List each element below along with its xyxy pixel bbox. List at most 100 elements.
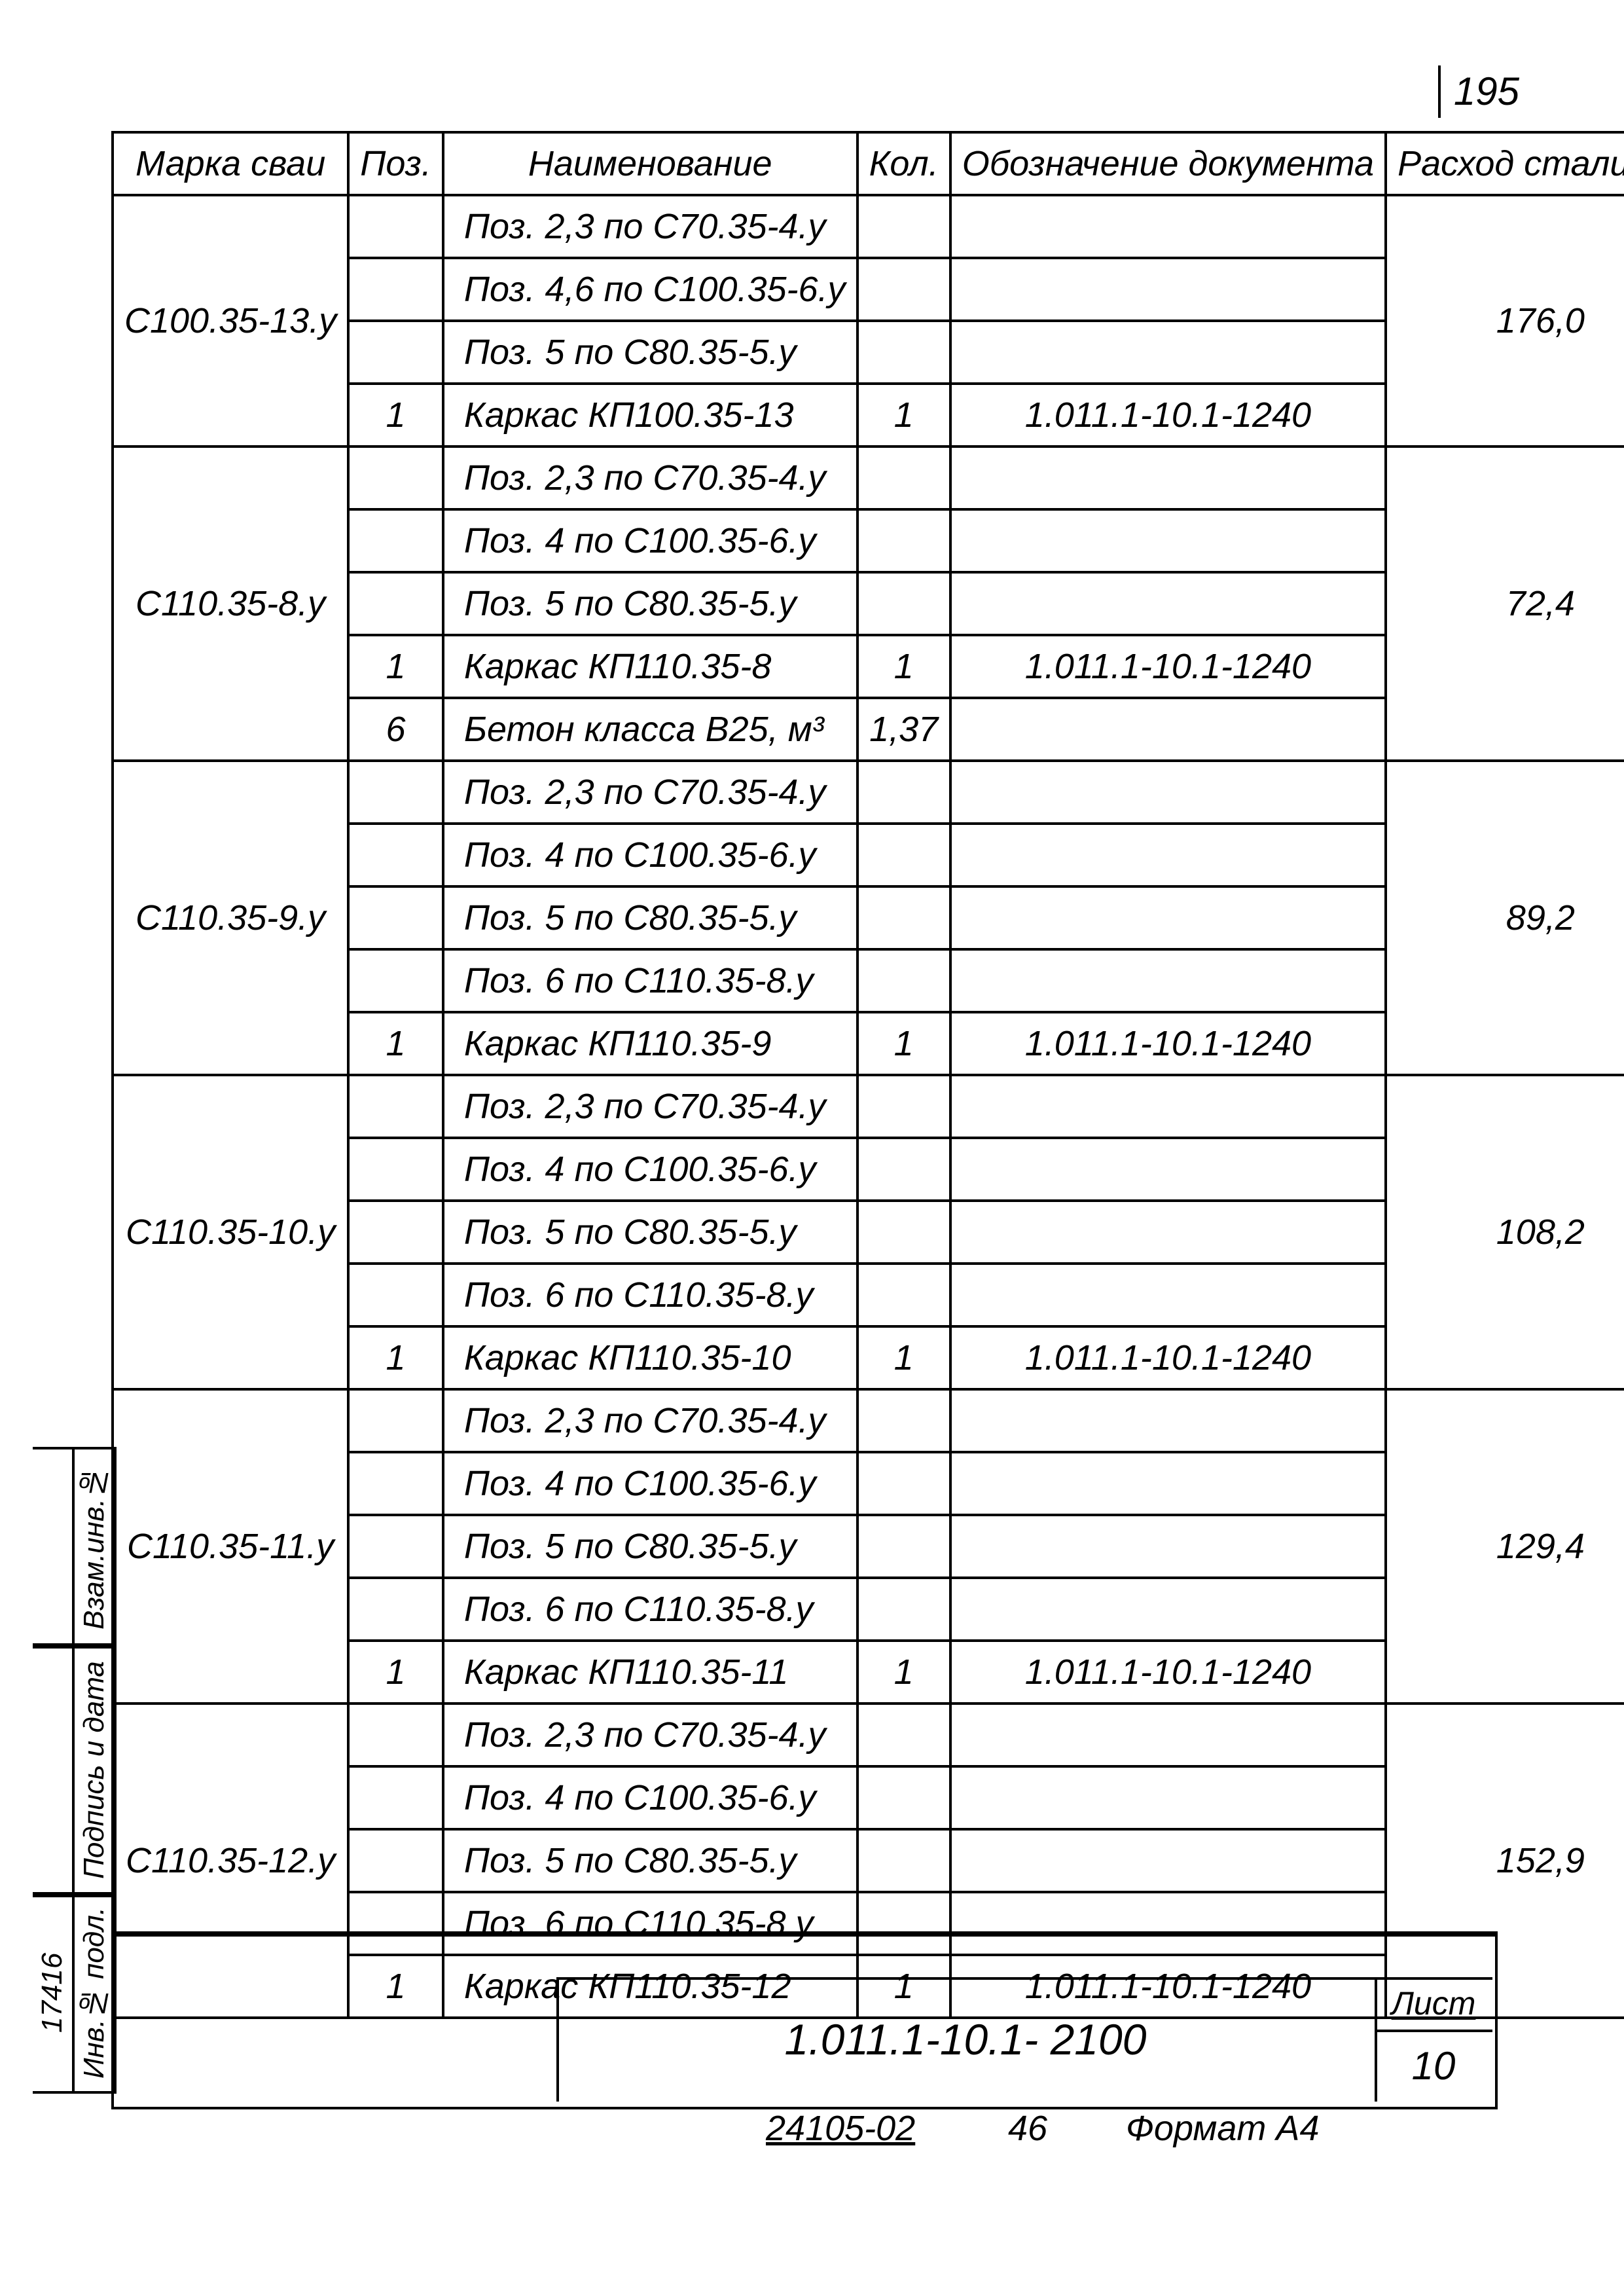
cell-name: Поз. 5 по С80.35-5.у: [443, 1201, 857, 1264]
cell-doc: [950, 572, 1386, 635]
cell-doc: [950, 698, 1386, 761]
cell-name: Поз. 2,3 по С70.35-4.у: [443, 1389, 857, 1452]
side-value-inv: 17416: [33, 1892, 75, 2094]
cell-qty: [857, 824, 950, 886]
cell-doc: [950, 1389, 1386, 1452]
cell-pos: [348, 761, 443, 824]
cell-name: Поз. 4 по С100.35-6.у: [443, 1766, 857, 1829]
cell-name: Поз. 2,3 по С70.35-4.у: [443, 446, 857, 509]
cell-pos: [348, 1829, 443, 1892]
cell-name: Поз. 4,6 по С100.35-6.у: [443, 258, 857, 321]
cell-doc: [950, 1515, 1386, 1578]
cell-doc: [950, 1264, 1386, 1326]
cell-doc: 1.011.1-10.1-1240: [950, 1012, 1386, 1075]
side-value-vzam: [33, 1447, 75, 1649]
cell-name: Поз. 6 по С110.35-8.у: [443, 949, 857, 1012]
cell-doc: [950, 258, 1386, 321]
cell-doc: 1.011.1-10.1-1240: [950, 384, 1386, 446]
col-header-steel: Расход стали, кг: [1386, 132, 1624, 195]
cell-qty: 1: [857, 1641, 950, 1704]
cell-pos: [348, 1138, 443, 1201]
cell-pos: [348, 1389, 443, 1452]
cell-doc: [950, 1075, 1386, 1138]
spec-table: Марка сваи Поз. Наименование Кол. Обозна…: [111, 131, 1624, 2019]
cell-qty: [857, 1389, 950, 1452]
cell-pos: [348, 1075, 443, 1138]
cell-name: Поз. 6 по С110.35-8.у: [443, 1264, 857, 1326]
cell-qty: [857, 321, 950, 384]
cell-qty: 1: [857, 1012, 950, 1075]
cell-name: Поз. 5 по С80.35-5.у: [443, 1515, 857, 1578]
cell-name: Каркас КП100.35-13: [443, 384, 857, 446]
cell-name: Каркас КП110.35-8: [443, 635, 857, 698]
cell-qty: [857, 1704, 950, 1766]
table-header-row: Марка сваи Поз. Наименование Кол. Обозна…: [113, 132, 1624, 195]
title-block: 1.011.1-10.1- 2100 Лист 10: [111, 1931, 1492, 2102]
cell-name: Поз. 4 по С100.35-6.у: [443, 1138, 857, 1201]
cell-name: Каркас КП110.35-9: [443, 1012, 857, 1075]
cell-name: Поз. 4 по С100.35-6.у: [443, 509, 857, 572]
cell-doc: [950, 1766, 1386, 1829]
cell-qty: [857, 1201, 950, 1264]
cell-doc: [950, 824, 1386, 886]
cell-mark: С100.35-13.у: [113, 195, 348, 446]
cell-qty: 1: [857, 635, 950, 698]
table-row: С110.35-10.уПоз. 2,3 по С70.35-4.у108,2: [113, 1075, 1624, 1138]
cell-mark: С110.35-11.у: [113, 1389, 348, 1704]
cell-pos: [348, 1201, 443, 1264]
cell-doc: [950, 446, 1386, 509]
cell-steel: 89,2: [1386, 761, 1624, 1075]
cell-doc: 1.011.1-10.1-1240: [950, 635, 1386, 698]
cell-qty: [857, 572, 950, 635]
cell-qty: [857, 1515, 950, 1578]
cell-name: Поз. 6 по С110.35-8.у: [443, 1578, 857, 1641]
cell-pos: [348, 886, 443, 949]
cell-doc: [950, 1201, 1386, 1264]
cell-doc: [950, 321, 1386, 384]
col-header-pos: Поз.: [348, 132, 443, 195]
col-header-mark: Марка сваи: [113, 132, 348, 195]
cell-pos: [348, 824, 443, 886]
cell-name: Бетон класса В25, м³: [443, 698, 857, 761]
cell-mark: С110.35-10.у: [113, 1075, 348, 1389]
cell-qty: 1: [857, 1326, 950, 1389]
cell-qty: [857, 1829, 950, 1892]
cell-name: Каркас КП110.35-11: [443, 1641, 857, 1704]
cell-qty: [857, 446, 950, 509]
table-row: С110.35-8.уПоз. 2,3 по С70.35-4.у72,4: [113, 446, 1624, 509]
cell-pos: 1: [348, 1641, 443, 1704]
cell-qty: [857, 1766, 950, 1829]
table-row: С100.35-13.уПоз. 2,3 по С70.35-4.у176,0: [113, 195, 1624, 258]
side-label-vzam: Взам.инв.№: [72, 1447, 117, 1649]
cell-pos: 1: [348, 1326, 443, 1389]
cell-pos: [348, 1264, 443, 1326]
cell-doc: [950, 1452, 1386, 1515]
cell-pos: [348, 258, 443, 321]
cell-doc: [950, 1138, 1386, 1201]
footer-num: 46: [1008, 2108, 1047, 2149]
cell-doc: [950, 949, 1386, 1012]
table-row: С110.35-11.уПоз. 2,3 по С70.35-4.у129,4: [113, 1389, 1624, 1452]
cell-name: Поз. 2,3 по С70.35-4.у: [443, 1704, 857, 1766]
cell-qty: [857, 886, 950, 949]
cell-qty: [857, 761, 950, 824]
cell-doc: 1.011.1-10.1-1240: [950, 1641, 1386, 1704]
sheet-label: Лист: [1375, 1977, 1492, 2030]
cell-name: Поз. 5 по С80.35-5.у: [443, 886, 857, 949]
cell-qty: [857, 1264, 950, 1326]
cell-pos: 1: [348, 384, 443, 446]
cell-pos: [348, 1704, 443, 1766]
table-body: С100.35-13.уПоз. 2,3 по С70.35-4.у176,0П…: [113, 195, 1624, 2018]
cell-doc: [950, 509, 1386, 572]
cell-doc: [950, 1704, 1386, 1766]
cell-qty: [857, 1138, 950, 1201]
cell-pos: [348, 949, 443, 1012]
cell-pos: [348, 446, 443, 509]
cell-name: Поз. 5 по С80.35-5.у: [443, 321, 857, 384]
cell-pos: [348, 509, 443, 572]
cell-name: Поз. 5 по С80.35-5.у: [443, 572, 857, 635]
cell-doc: [950, 195, 1386, 258]
cell-qty: [857, 195, 950, 258]
col-header-doc: Обозначение документа: [950, 132, 1386, 195]
cell-qty: [857, 509, 950, 572]
